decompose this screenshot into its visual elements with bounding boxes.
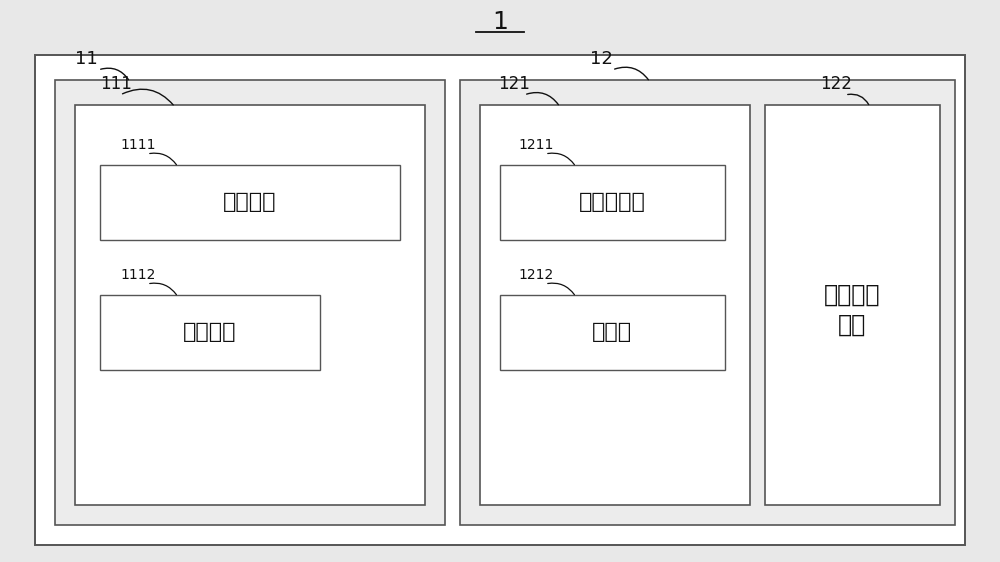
Text: 1111: 1111 xyxy=(120,138,156,152)
Bar xyxy=(35,55,965,545)
Text: 11: 11 xyxy=(75,50,98,68)
Text: 模块: 模块 xyxy=(838,313,866,337)
Text: 光学感应器: 光学感应器 xyxy=(579,192,645,212)
Text: 超声探头: 超声探头 xyxy=(223,192,277,212)
Bar xyxy=(75,105,425,505)
Text: 影像处理: 影像处理 xyxy=(824,283,880,307)
Text: 1112: 1112 xyxy=(120,268,155,282)
Text: 122: 122 xyxy=(820,75,852,93)
Bar xyxy=(765,105,940,505)
Bar xyxy=(500,295,725,370)
Bar xyxy=(100,295,320,370)
Text: 1212: 1212 xyxy=(518,268,553,282)
Text: 111: 111 xyxy=(100,75,132,93)
Bar xyxy=(55,80,445,525)
Bar xyxy=(460,80,955,525)
Text: 1211: 1211 xyxy=(518,138,553,152)
Text: 摄像头: 摄像头 xyxy=(592,322,632,342)
Text: 固定装置: 固定装置 xyxy=(183,322,237,342)
Text: 121: 121 xyxy=(498,75,530,93)
Bar xyxy=(480,105,750,505)
Text: 1: 1 xyxy=(492,10,508,34)
Text: 12: 12 xyxy=(590,50,613,68)
Bar xyxy=(500,165,725,240)
Bar xyxy=(100,165,400,240)
